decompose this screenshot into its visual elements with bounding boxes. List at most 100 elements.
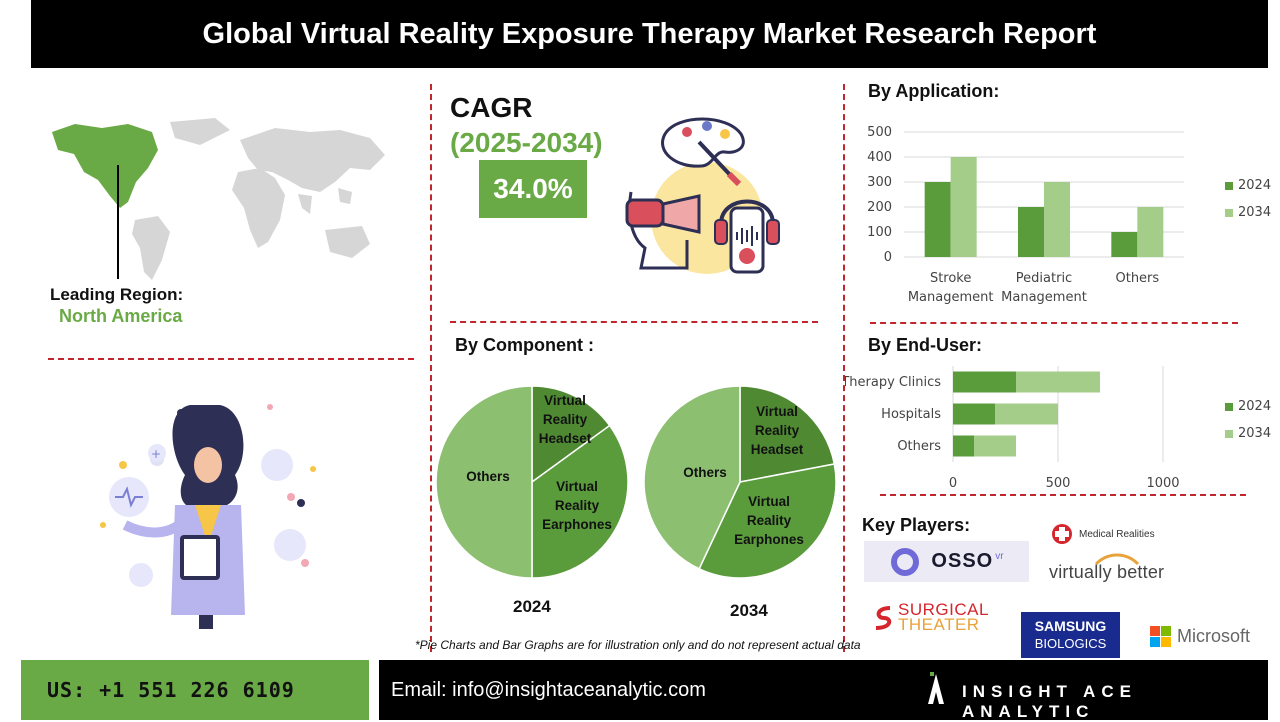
y-category-label: Others bbox=[897, 439, 941, 454]
legend-swatch-2034 bbox=[1225, 429, 1233, 438]
leading-region-label: Leading Region: bbox=[50, 285, 184, 304]
x-category-label: Management bbox=[908, 290, 994, 305]
legend-swatch-2024 bbox=[1225, 181, 1233, 190]
microsoft-name: Microsoft bbox=[1177, 626, 1251, 646]
bar-2024-0 bbox=[924, 182, 951, 257]
divider-region bbox=[48, 358, 414, 360]
legend-label-2034: 2034 bbox=[1238, 426, 1272, 441]
x-category-label: Pediatric bbox=[1016, 271, 1072, 286]
chart-footnote: *Pie Charts and Bar Graphs are for illus… bbox=[415, 638, 861, 652]
divider-enduser bbox=[880, 494, 1246, 496]
application-title: By Application: bbox=[868, 81, 1000, 101]
microsoft-logo: Microsoft bbox=[1150, 626, 1250, 647]
region-pointer-line bbox=[117, 165, 119, 279]
insight-ace-logo-icon bbox=[928, 672, 944, 704]
bar-2034-0 bbox=[1016, 371, 1100, 393]
medical-realities-logo: Medical Realities bbox=[1051, 523, 1155, 545]
component-title: By Component : bbox=[455, 335, 594, 355]
y-tick-label: 500 bbox=[867, 125, 892, 140]
leading-region-value: North America bbox=[59, 306, 183, 326]
application-bar-chart: 0 100 200 300 400 500 Stroke Management Pediatr… bbox=[867, 125, 1184, 305]
pie-slice-label: Reality bbox=[543, 412, 588, 427]
cagr-title: CAGR bbox=[450, 92, 533, 123]
surgical-theater-line2: THEATER bbox=[898, 615, 980, 634]
surgical-theater-line1: SURGICAL bbox=[898, 600, 989, 619]
footer-phone: US: +1 551 226 6109 bbox=[21, 660, 369, 720]
footer-brand: INSIGHT ACE ANALYTIC bbox=[962, 682, 1137, 721]
osso-sup: vr bbox=[995, 551, 1004, 562]
page-title: Global Virtual Reality Exposure Therapy … bbox=[31, 0, 1268, 68]
samsung-line1: SAMSUNG bbox=[1034, 618, 1107, 634]
virtually-better-logo: virtually better bbox=[1049, 562, 1165, 582]
pie-slice-label: Reality bbox=[747, 513, 792, 528]
pie-slice-label: Reality bbox=[555, 498, 600, 513]
cagr-years: (2025-2034) bbox=[450, 127, 603, 158]
bar-2024-2 bbox=[953, 435, 974, 457]
virtually-better-arc-icon bbox=[1094, 553, 1140, 566]
legend-label-2034: 2034 bbox=[1238, 205, 1272, 220]
pie-slice-label: Virtual bbox=[556, 479, 598, 494]
bar-2024-0 bbox=[953, 371, 1016, 393]
application-legend-2024: 2024 bbox=[1225, 178, 1271, 193]
samsung-line2: BIOLOGICS bbox=[1034, 636, 1107, 651]
x-tick-label: 1000 bbox=[1146, 476, 1179, 491]
end-user-legend-2024: 2024 bbox=[1225, 399, 1271, 414]
x-category-label: Stroke bbox=[930, 271, 971, 286]
end-user-legend-2034: 2034 bbox=[1225, 426, 1271, 441]
pie-year-2034: 2034 bbox=[730, 601, 768, 620]
pie-slice-label: Reality bbox=[755, 423, 800, 438]
bar-2024-2 bbox=[1111, 232, 1138, 257]
divider-left bbox=[430, 84, 432, 652]
pie-slice-1 bbox=[531, 424, 629, 579]
y-tick-label: 300 bbox=[867, 175, 892, 190]
y-category-label: Therapy Clinics bbox=[845, 375, 941, 390]
surgical-theater-swirl-icon bbox=[875, 606, 892, 630]
x-category-label: Others bbox=[1115, 271, 1159, 286]
pie-slice-label: Virtual bbox=[748, 494, 790, 509]
end-user-bar-chart: Therapy Clinics Hospitals Others 0 500 1000 bbox=[845, 366, 1180, 491]
x-tick-label: 0 bbox=[949, 476, 957, 491]
application-legend-2034: 2034 bbox=[1225, 205, 1271, 220]
key-players-title: Key Players: bbox=[862, 515, 971, 535]
pie-slice-1 bbox=[698, 463, 837, 579]
doctor-illustration-icon: + bbox=[100, 404, 316, 629]
legend-swatch-2034 bbox=[1225, 208, 1233, 217]
x-category-label: Management bbox=[1001, 290, 1087, 305]
x-tick-label: 500 bbox=[1046, 476, 1071, 491]
end-user-title: By End-User: bbox=[868, 335, 983, 355]
divider-right bbox=[843, 84, 845, 652]
pie-slice-2 bbox=[643, 385, 741, 570]
pie-slice-label: Virtual bbox=[544, 393, 586, 408]
pie-slice-0 bbox=[739, 385, 836, 483]
cagr-value: 34.0% bbox=[479, 160, 587, 218]
y-category-label: Hospitals bbox=[881, 407, 941, 422]
pie-slice-label: Earphones bbox=[734, 532, 804, 547]
divider-application bbox=[870, 322, 1238, 324]
osso-vr-logo: OSSO vr bbox=[864, 541, 1029, 582]
osso-ring-icon bbox=[891, 547, 920, 576]
y-tick-label: 0 bbox=[884, 250, 892, 265]
legend-label-2024: 2024 bbox=[1238, 178, 1272, 193]
bar-2034-2 bbox=[974, 435, 1016, 457]
pie-slice-0 bbox=[531, 385, 611, 484]
y-tick-label: 400 bbox=[867, 150, 892, 165]
legend-swatch-2024 bbox=[1225, 402, 1233, 411]
bar-2024-1 bbox=[1018, 207, 1044, 257]
surgical-theater-logo: SURGICAL THEATER bbox=[872, 600, 989, 634]
pie-slice-label: Headset bbox=[539, 431, 592, 446]
osso-name: OSSO bbox=[931, 550, 994, 572]
footer-bar: Email: info@insightaceanalytic.com INSIG… bbox=[379, 660, 1268, 721]
vr-therapy-illustration-icon bbox=[625, 117, 780, 274]
world-map-icon bbox=[52, 118, 385, 280]
pie-slice-2 bbox=[435, 385, 533, 579]
bar-2034-1 bbox=[995, 403, 1058, 425]
pie-slice-label: Headset bbox=[751, 442, 804, 457]
bar-2034-0 bbox=[950, 157, 977, 257]
pie-slice-label: Others bbox=[466, 469, 510, 484]
component-pie-charts: Virtual Reality Headset Virtual Reality Earph… bbox=[435, 385, 837, 579]
samsung-biologics-logo: SAMSUNG BIOLOGICS bbox=[1021, 612, 1120, 658]
bar-2034-2 bbox=[1137, 207, 1164, 257]
pie-slice-label: Virtual bbox=[756, 404, 798, 419]
y-tick-label: 200 bbox=[867, 200, 892, 215]
footer-email: Email: info@insightaceanalytic.com bbox=[391, 679, 706, 701]
